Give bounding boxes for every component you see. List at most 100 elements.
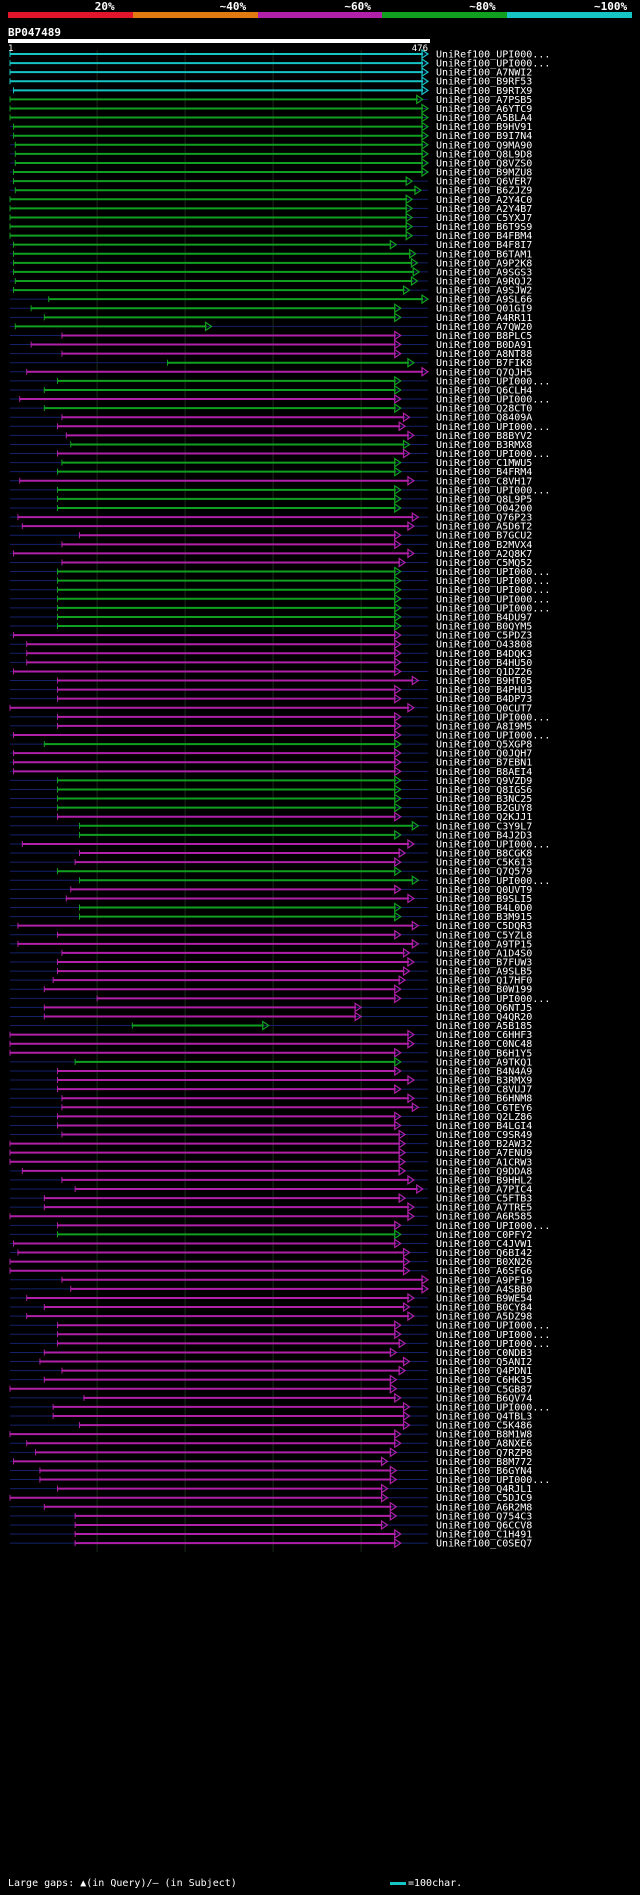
- hit-arrowhead: [394, 811, 402, 822]
- hit-arrowhead: [407, 357, 416, 368]
- hit-label: UniRef100_B6TAM1: [436, 249, 532, 260]
- hit-arrowhead: [407, 956, 416, 968]
- hit-arrowhead: [394, 984, 402, 995]
- hit-label: UniRef100_UPI000...: [436, 1475, 550, 1486]
- hit-label: UniRef100_C1MWU5: [436, 458, 532, 469]
- hit-arrowhead: [389, 1447, 398, 1458]
- hit-arrowhead: [394, 629, 402, 641]
- legend-segment: [507, 12, 632, 18]
- hit-label: UniRef100_B7FUW3: [436, 958, 532, 969]
- hit-label: UniRef100_B0XN26: [436, 1257, 532, 1268]
- hit-label: UniRef100_UPI000...: [436, 376, 550, 387]
- hit-label: UniRef100_B8CGK8: [436, 849, 532, 860]
- hit-label: UniRef100_A2Y4C0: [436, 195, 532, 206]
- hit-arrowhead: [402, 412, 411, 423]
- hit-label: UniRef100_B8AEI4: [436, 767, 532, 778]
- hit-arrowhead: [394, 866, 402, 877]
- hit-arrowhead: [407, 1029, 416, 1040]
- hit-label: UniRef100_C1H491: [436, 1530, 532, 1541]
- hit-label: UniRef100_B4J2D3: [436, 830, 532, 841]
- hit-arrowhead: [407, 1093, 416, 1104]
- hit-arrowhead: [421, 76, 430, 87]
- hit-arrowhead: [394, 303, 402, 314]
- hit-label: UniRef100_UPI000...: [436, 1330, 550, 1341]
- hit-label: UniRef100_A6YTC9: [436, 104, 532, 115]
- hit-arrowhead: [411, 920, 420, 931]
- hit-arrowhead: [407, 893, 416, 904]
- hit-label: UniRef100_C5PDZ3: [436, 631, 532, 642]
- hit-label: UniRef100_Q17HF0: [436, 976, 532, 987]
- hit-label: UniRef100_Q8VZS0: [436, 158, 532, 169]
- hit-label: UniRef100_Q6CLH4: [436, 385, 532, 396]
- legend-segment: [382, 12, 508, 18]
- hit-arrowhead: [394, 639, 402, 650]
- hit-label: UniRef100_B9MZU8: [436, 168, 532, 179]
- hit-arrowhead: [421, 103, 430, 114]
- hit-label: UniRef100_B3M915: [436, 912, 532, 923]
- hit-label: UniRef100_Q6VER7: [436, 177, 532, 188]
- hit-label: UniRef100_Q6NTJ5: [436, 1003, 532, 1014]
- hit-label: UniRef100_B4N4A9: [436, 1066, 532, 1077]
- hit-arrowhead: [405, 230, 414, 241]
- hit-arrowhead: [398, 421, 407, 432]
- hit-arrowhead: [402, 1410, 411, 1422]
- hit-arrowhead: [412, 266, 421, 278]
- hit-label: UniRef100_A9TP15: [436, 939, 532, 950]
- ruler-end: 476: [411, 44, 428, 54]
- hit-label: UniRef100_B2AW32: [436, 1139, 532, 1150]
- hit-arrowhead: [394, 729, 402, 741]
- hit-label: UniRef100_Q0JQH7: [436, 749, 532, 760]
- hit-arrowhead: [402, 965, 411, 977]
- hit-label: UniRef100_B4F8I7: [436, 240, 532, 251]
- hit-label: UniRef100_Q7QJH5: [436, 367, 532, 378]
- hit-arrowhead: [416, 94, 424, 105]
- hit-arrowhead: [407, 1174, 416, 1186]
- hit-arrowhead: [407, 1038, 416, 1049]
- hit-arrowhead: [394, 856, 402, 868]
- hit-label: UniRef100_Q76P23: [436, 513, 532, 524]
- hit-arrowhead: [402, 1301, 411, 1313]
- hit-arrowhead: [394, 339, 402, 350]
- hit-label: UniRef100_B9RTX9: [436, 86, 532, 97]
- hit-arrowhead: [394, 466, 402, 477]
- hit-arrowhead: [398, 1156, 407, 1167]
- hit-label: UniRef100_B0CY84: [436, 1303, 532, 1314]
- hit-label: UniRef100_C5DQR3: [436, 921, 532, 932]
- hit-arrowhead: [354, 1002, 363, 1013]
- hit-label: UniRef100_Q8IGS6: [436, 785, 532, 796]
- hit-label: UniRef100_B2GUY8: [436, 803, 532, 814]
- hit-arrowhead: [402, 1265, 411, 1276]
- hit-label: UniRef100_Q7Q579: [436, 867, 532, 878]
- hit-arrowhead: [421, 112, 430, 123]
- hit-label: UniRef100_B4HU50: [436, 658, 532, 669]
- hit-label: UniRef100_B0QYM5: [436, 622, 532, 633]
- hit-arrowhead: [394, 666, 402, 677]
- hit-arrowhead: [398, 1365, 407, 1376]
- legend-label: 20%: [94, 0, 115, 13]
- hit-label: UniRef100_Q8L9P5: [436, 494, 532, 505]
- hit-arrowhead: [409, 248, 417, 259]
- hit-label: UniRef100_Q0CUT7: [436, 703, 532, 714]
- hit-arrowhead: [394, 393, 402, 405]
- hit-arrowhead: [394, 1438, 402, 1449]
- hit-label: UniRef100_C9SR49: [436, 1130, 532, 1141]
- hit-arrowhead: [394, 648, 402, 659]
- hit-arrowhead: [407, 1292, 416, 1304]
- hit-label: UniRef100_UPI000...: [436, 395, 550, 406]
- hit-arrowhead: [421, 148, 430, 160]
- hit-arrowhead: [407, 521, 416, 532]
- hit-label: UniRef100_A7ENU9: [436, 1148, 532, 1159]
- scale-legend: =100char.: [390, 1878, 462, 1889]
- hit-arrowhead: [394, 748, 402, 759]
- hit-arrowhead: [421, 1283, 430, 1295]
- hit-label: UniRef100_Q01GI9: [436, 304, 532, 315]
- hit-label: UniRef100_A7TRE5: [436, 1203, 532, 1214]
- hit-label: UniRef100_UPI000...: [436, 1402, 550, 1413]
- legend-segment: [8, 12, 133, 18]
- hit-arrowhead: [411, 938, 420, 949]
- hit-arrowhead: [402, 1419, 411, 1431]
- hit-label: UniRef100_Q4TBL3: [436, 1412, 532, 1423]
- hit-label: UniRef100_B6HNM8: [436, 1094, 532, 1105]
- hit-arrowhead: [380, 1456, 389, 1467]
- hit-label: UniRef100_Q4RJL1: [436, 1484, 532, 1495]
